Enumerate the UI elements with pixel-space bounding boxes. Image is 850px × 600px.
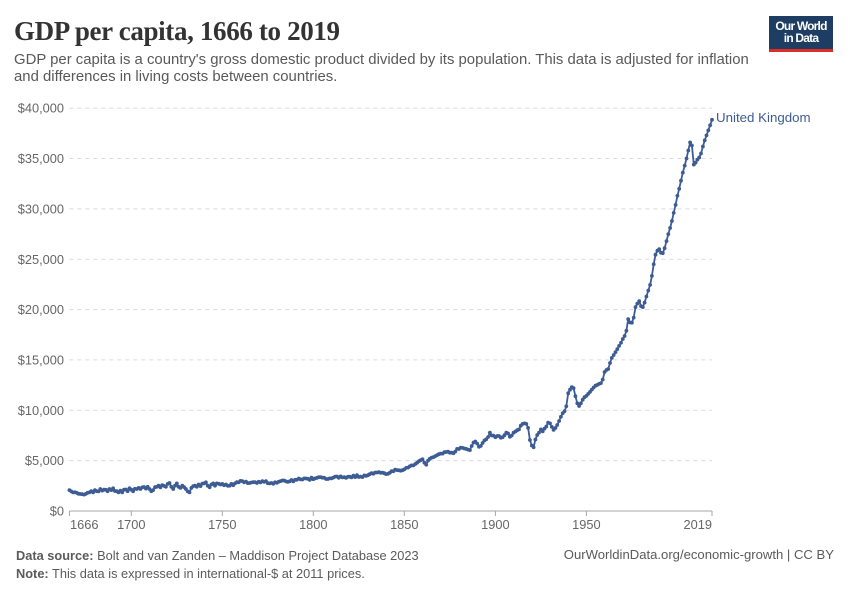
svg-text:1850: 1850	[390, 517, 418, 532]
svg-text:$20,000: $20,000	[18, 302, 64, 317]
svg-text:1900: 1900	[481, 517, 509, 532]
svg-text:1700: 1700	[117, 517, 145, 532]
svg-text:$25,000: $25,000	[18, 252, 64, 267]
svg-text:1800: 1800	[299, 517, 327, 532]
svg-text:$30,000: $30,000	[18, 201, 64, 216]
svg-text:1666: 1666	[70, 517, 98, 532]
svg-text:$40,000: $40,000	[18, 101, 64, 116]
svg-text:$5,000: $5,000	[25, 453, 64, 468]
svg-text:$35,000: $35,000	[18, 151, 64, 166]
svg-text:$0: $0	[50, 504, 64, 519]
svg-text:1950: 1950	[572, 517, 600, 532]
svg-text:1750: 1750	[208, 517, 236, 532]
svg-text:2019: 2019	[684, 517, 712, 532]
svg-text:$15,000: $15,000	[18, 352, 64, 367]
svg-text:$10,000: $10,000	[18, 403, 64, 418]
